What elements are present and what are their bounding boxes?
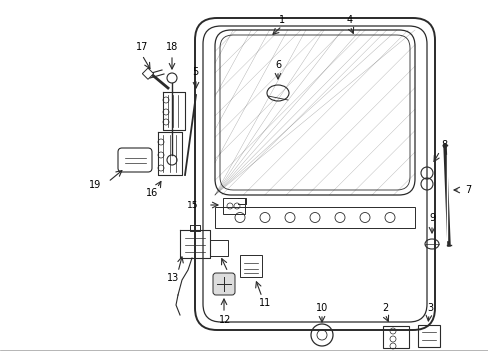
Text: 17: 17 <box>136 42 148 52</box>
Text: 14: 14 <box>224 273 236 283</box>
Text: 5: 5 <box>191 67 198 77</box>
Text: 19: 19 <box>89 180 101 190</box>
Text: 12: 12 <box>218 315 231 325</box>
Text: 6: 6 <box>274 60 281 70</box>
Text: 3: 3 <box>426 303 432 313</box>
Text: 11: 11 <box>258 298 270 308</box>
Text: 7: 7 <box>464 185 470 195</box>
FancyBboxPatch shape <box>213 273 235 295</box>
Text: 1: 1 <box>278 15 285 25</box>
Text: 8: 8 <box>440 140 446 150</box>
Bar <box>142 68 153 79</box>
Text: 16: 16 <box>145 188 158 198</box>
Text: 13: 13 <box>166 273 179 283</box>
Text: 18: 18 <box>165 42 178 52</box>
Bar <box>240 255 262 277</box>
Text: 2: 2 <box>381 303 387 313</box>
Text: 9: 9 <box>428 213 434 223</box>
Text: 15: 15 <box>187 201 198 210</box>
Bar <box>215 207 414 228</box>
Text: 4: 4 <box>346 15 352 25</box>
Bar <box>209 240 227 256</box>
Text: 10: 10 <box>315 303 327 313</box>
